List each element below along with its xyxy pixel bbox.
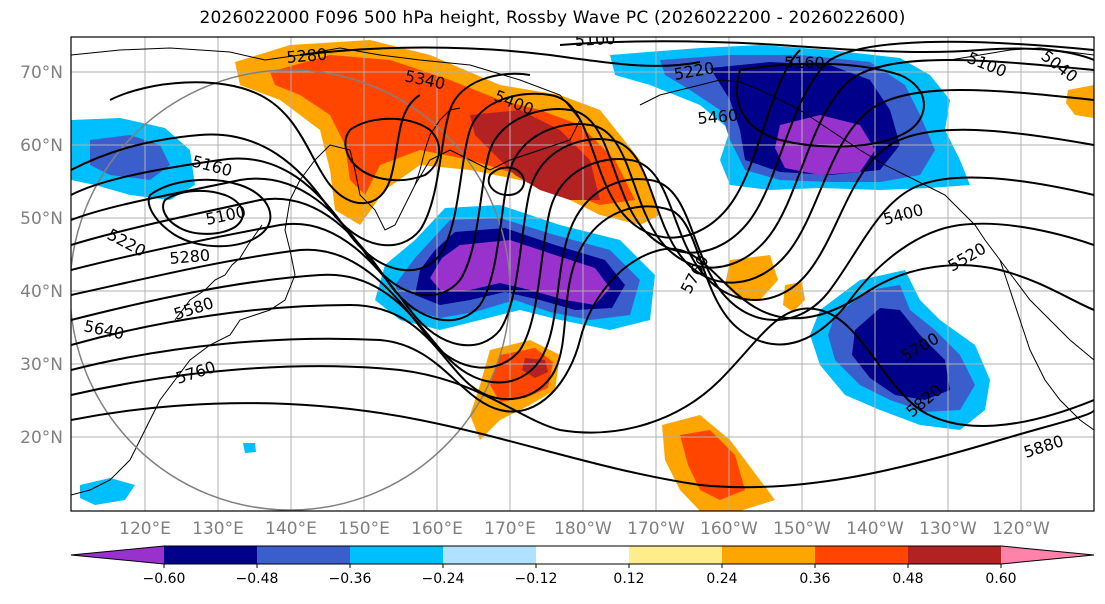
contour-line: [147, 178, 272, 248]
lat-label: 20°N: [20, 428, 63, 448]
negative-anomaly-small-1: [80, 478, 135, 505]
lon-label: 120°E: [119, 519, 171, 539]
positive-anomaly-north-core: [470, 110, 600, 200]
contour-line: [71, 247, 1094, 413]
contour-label: 5160: [784, 53, 825, 72]
map-title: 2026022000 F096 500 hPa height, Rossby W…: [199, 8, 906, 28]
lon-label: 140°E: [265, 519, 317, 539]
colorbar-tick-label: 0.60: [985, 571, 1016, 587]
map-frame: [70, 36, 1095, 512]
negative-anomaly-central-core: [430, 240, 610, 305]
colorbar-tick-label: 0.48: [892, 571, 923, 587]
contour-line: [71, 59, 1094, 322]
contour-line: [71, 176, 1094, 384]
lon-label: 170°E: [484, 519, 536, 539]
coastline-alaska: [639, 79, 1094, 361]
lat-label: 50°N: [20, 209, 63, 229]
contour-line: [71, 307, 1094, 434]
lon-label: 170°W: [627, 519, 685, 539]
colorbar-swatch: [908, 546, 1002, 564]
colorbar-tick-label: 0.24: [706, 571, 737, 587]
colorbar-swatch: [629, 546, 723, 564]
contour-line: [162, 189, 244, 235]
lat-label: 30°N: [20, 355, 63, 375]
lon-label: 140°W: [846, 519, 904, 539]
colorbar-tick-label: −0.24: [422, 571, 465, 587]
map-layers: 5100 5280 5340 5400 5220 5160 5100 5040 …: [71, 29, 1094, 511]
colorbar-swatch: [71, 546, 164, 564]
colorbar-tick-label: −0.48: [236, 571, 279, 587]
colorbar-swatch: [257, 546, 351, 564]
contour-line: [71, 72, 531, 247]
contour-line: [299, 46, 701, 67]
colorbar-swatch: [1001, 546, 1094, 564]
contour-line: [71, 49, 801, 272]
range-circle: [71, 69, 511, 511]
contour-line: [109, 81, 421, 205]
colorbar-swatch: [815, 546, 909, 564]
colorbar-swatch: [722, 546, 816, 564]
lon-label: 160°E: [411, 519, 463, 539]
colorbar-tick-label: −0.36: [329, 571, 372, 587]
colorbar-tick-label: 0.36: [799, 571, 830, 587]
positive-anomaly-edge: [1066, 85, 1094, 118]
colorbar-swatch: [350, 546, 444, 564]
contour-line: [71, 40, 1094, 297]
contour-label: 5100: [574, 29, 616, 50]
lon-label: 160°W: [700, 519, 758, 539]
longitude-labels: 120°E 130°E 140°E 150°E 160°E 170°E 180°…: [119, 519, 1050, 539]
lon-label: 130°E: [192, 519, 244, 539]
contour-line: [71, 205, 1094, 401]
lon-label: 120°W: [992, 519, 1050, 539]
colorbar-swatch: [164, 546, 258, 564]
contour-label: 5280: [169, 246, 211, 268]
lon-label: 150°E: [338, 519, 390, 539]
negative-anomaly-small-2: [243, 443, 256, 453]
contour-line: [735, 62, 925, 148]
colorbar-swatch: [536, 546, 630, 564]
contour-line: [487, 166, 526, 197]
contour-line: [71, 402, 1094, 489]
positive-anomaly-small-1: [725, 255, 778, 300]
colorbar: −0.60 −0.48 −0.36 −0.24 −0.12 0.12 0.24 0.36 0.4…: [70, 545, 1095, 587]
colorbar-tick-label: 0.12: [613, 571, 644, 587]
lat-label: 60°N: [20, 136, 63, 156]
colorbar-swatch: [443, 546, 537, 564]
colorbar-tick-label: −0.12: [515, 571, 558, 587]
lon-label: 130°W: [919, 519, 977, 539]
latitude-labels: 70°N 60°N 50°N 40°N 30°N 20°N: [20, 63, 63, 448]
negative-anomaly-east-3: [852, 308, 950, 400]
colorbar-tick-label: −0.60: [143, 571, 186, 587]
lat-label: 40°N: [20, 282, 63, 302]
negative-anomaly-west-core: [90, 135, 170, 180]
contour-label: 5280: [286, 45, 328, 67]
contour-line: [344, 117, 440, 182]
lat-label: 70°N: [20, 63, 63, 83]
height-contours: [71, 40, 1094, 489]
coastline-west-coast: [999, 259, 1094, 431]
contour-label: 5460: [697, 106, 739, 128]
lon-label: 180°W: [554, 519, 612, 539]
contour-line: [559, 40, 1094, 61]
contour-line: [71, 128, 1094, 369]
lon-label: 150°W: [773, 519, 831, 539]
